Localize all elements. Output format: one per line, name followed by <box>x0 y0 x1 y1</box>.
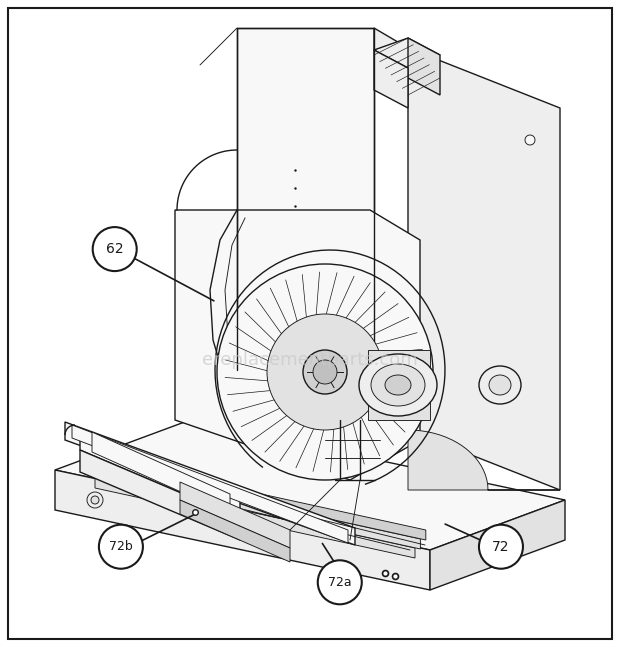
Polygon shape <box>374 28 408 68</box>
Text: 72: 72 <box>492 540 510 554</box>
Text: 72b: 72b <box>109 540 133 553</box>
Polygon shape <box>180 482 290 548</box>
Polygon shape <box>55 420 565 550</box>
Circle shape <box>313 360 337 384</box>
Polygon shape <box>408 38 440 95</box>
Polygon shape <box>65 422 355 545</box>
Circle shape <box>318 560 361 604</box>
Ellipse shape <box>489 375 511 395</box>
Polygon shape <box>408 48 560 490</box>
Text: 72a: 72a <box>328 576 352 589</box>
Circle shape <box>87 492 103 508</box>
Circle shape <box>99 525 143 569</box>
Polygon shape <box>55 470 430 590</box>
Circle shape <box>525 135 535 145</box>
Polygon shape <box>92 432 230 514</box>
Text: 62: 62 <box>106 242 123 256</box>
Ellipse shape <box>359 354 437 416</box>
Circle shape <box>93 227 136 271</box>
Circle shape <box>303 350 347 394</box>
Text: ereplacementparts.com: ereplacementparts.com <box>202 351 418 369</box>
Polygon shape <box>408 430 560 490</box>
Polygon shape <box>368 350 430 420</box>
Polygon shape <box>80 430 240 518</box>
Polygon shape <box>95 478 415 558</box>
Polygon shape <box>72 425 348 543</box>
Polygon shape <box>175 210 420 480</box>
Ellipse shape <box>385 375 411 395</box>
Ellipse shape <box>371 364 425 406</box>
Polygon shape <box>374 38 440 68</box>
Polygon shape <box>237 28 374 370</box>
Polygon shape <box>180 500 290 562</box>
Ellipse shape <box>479 366 521 404</box>
Circle shape <box>217 264 433 480</box>
Polygon shape <box>106 460 426 540</box>
Polygon shape <box>430 500 565 590</box>
Circle shape <box>91 496 99 504</box>
Polygon shape <box>100 469 420 549</box>
Circle shape <box>479 525 523 569</box>
Polygon shape <box>80 450 240 540</box>
Polygon shape <box>374 50 408 108</box>
Circle shape <box>267 314 383 430</box>
